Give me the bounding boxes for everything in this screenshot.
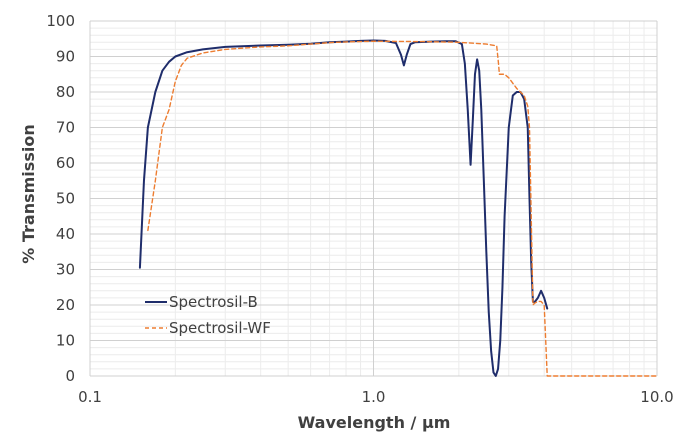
series-layer <box>138 39 658 377</box>
x-tick-label: 1.0 <box>362 388 386 406</box>
y-tick-label: 40 <box>56 225 75 243</box>
y-axis-title: % Transmission <box>19 124 38 263</box>
x-tick-label: 10.0 <box>640 388 673 406</box>
legend-label: Spectrosil-B <box>169 293 258 311</box>
y-tick-label: 100 <box>46 12 75 30</box>
y-tick-label: 80 <box>56 83 75 101</box>
y-tick-label: 0 <box>65 367 75 385</box>
series-line-spectrosil-wf <box>147 40 658 377</box>
y-tick-label: 70 <box>56 119 75 137</box>
x-tick-label: 0.1 <box>78 388 102 406</box>
major-grid <box>89 20 658 377</box>
y-tick-label: 20 <box>56 296 75 314</box>
x-axis-title: Wavelength / µm <box>298 413 451 432</box>
legend-label: Spectrosil-WF <box>169 319 271 337</box>
y-tick-labels: 0 10 20 30 40 50 60 70 80 90 100 <box>46 12 75 385</box>
y-tick-label: 90 <box>56 48 75 66</box>
legend: Spectrosil-B Spectrosil-WF <box>145 293 271 337</box>
y-tick-label: 30 <box>56 261 75 279</box>
x-tick-labels: 0.1 1.0 10.0 <box>78 388 674 406</box>
y-tick-label: 60 <box>56 154 75 172</box>
y-tick-label: 50 <box>56 190 75 208</box>
y-tick-label: 10 <box>56 332 75 350</box>
